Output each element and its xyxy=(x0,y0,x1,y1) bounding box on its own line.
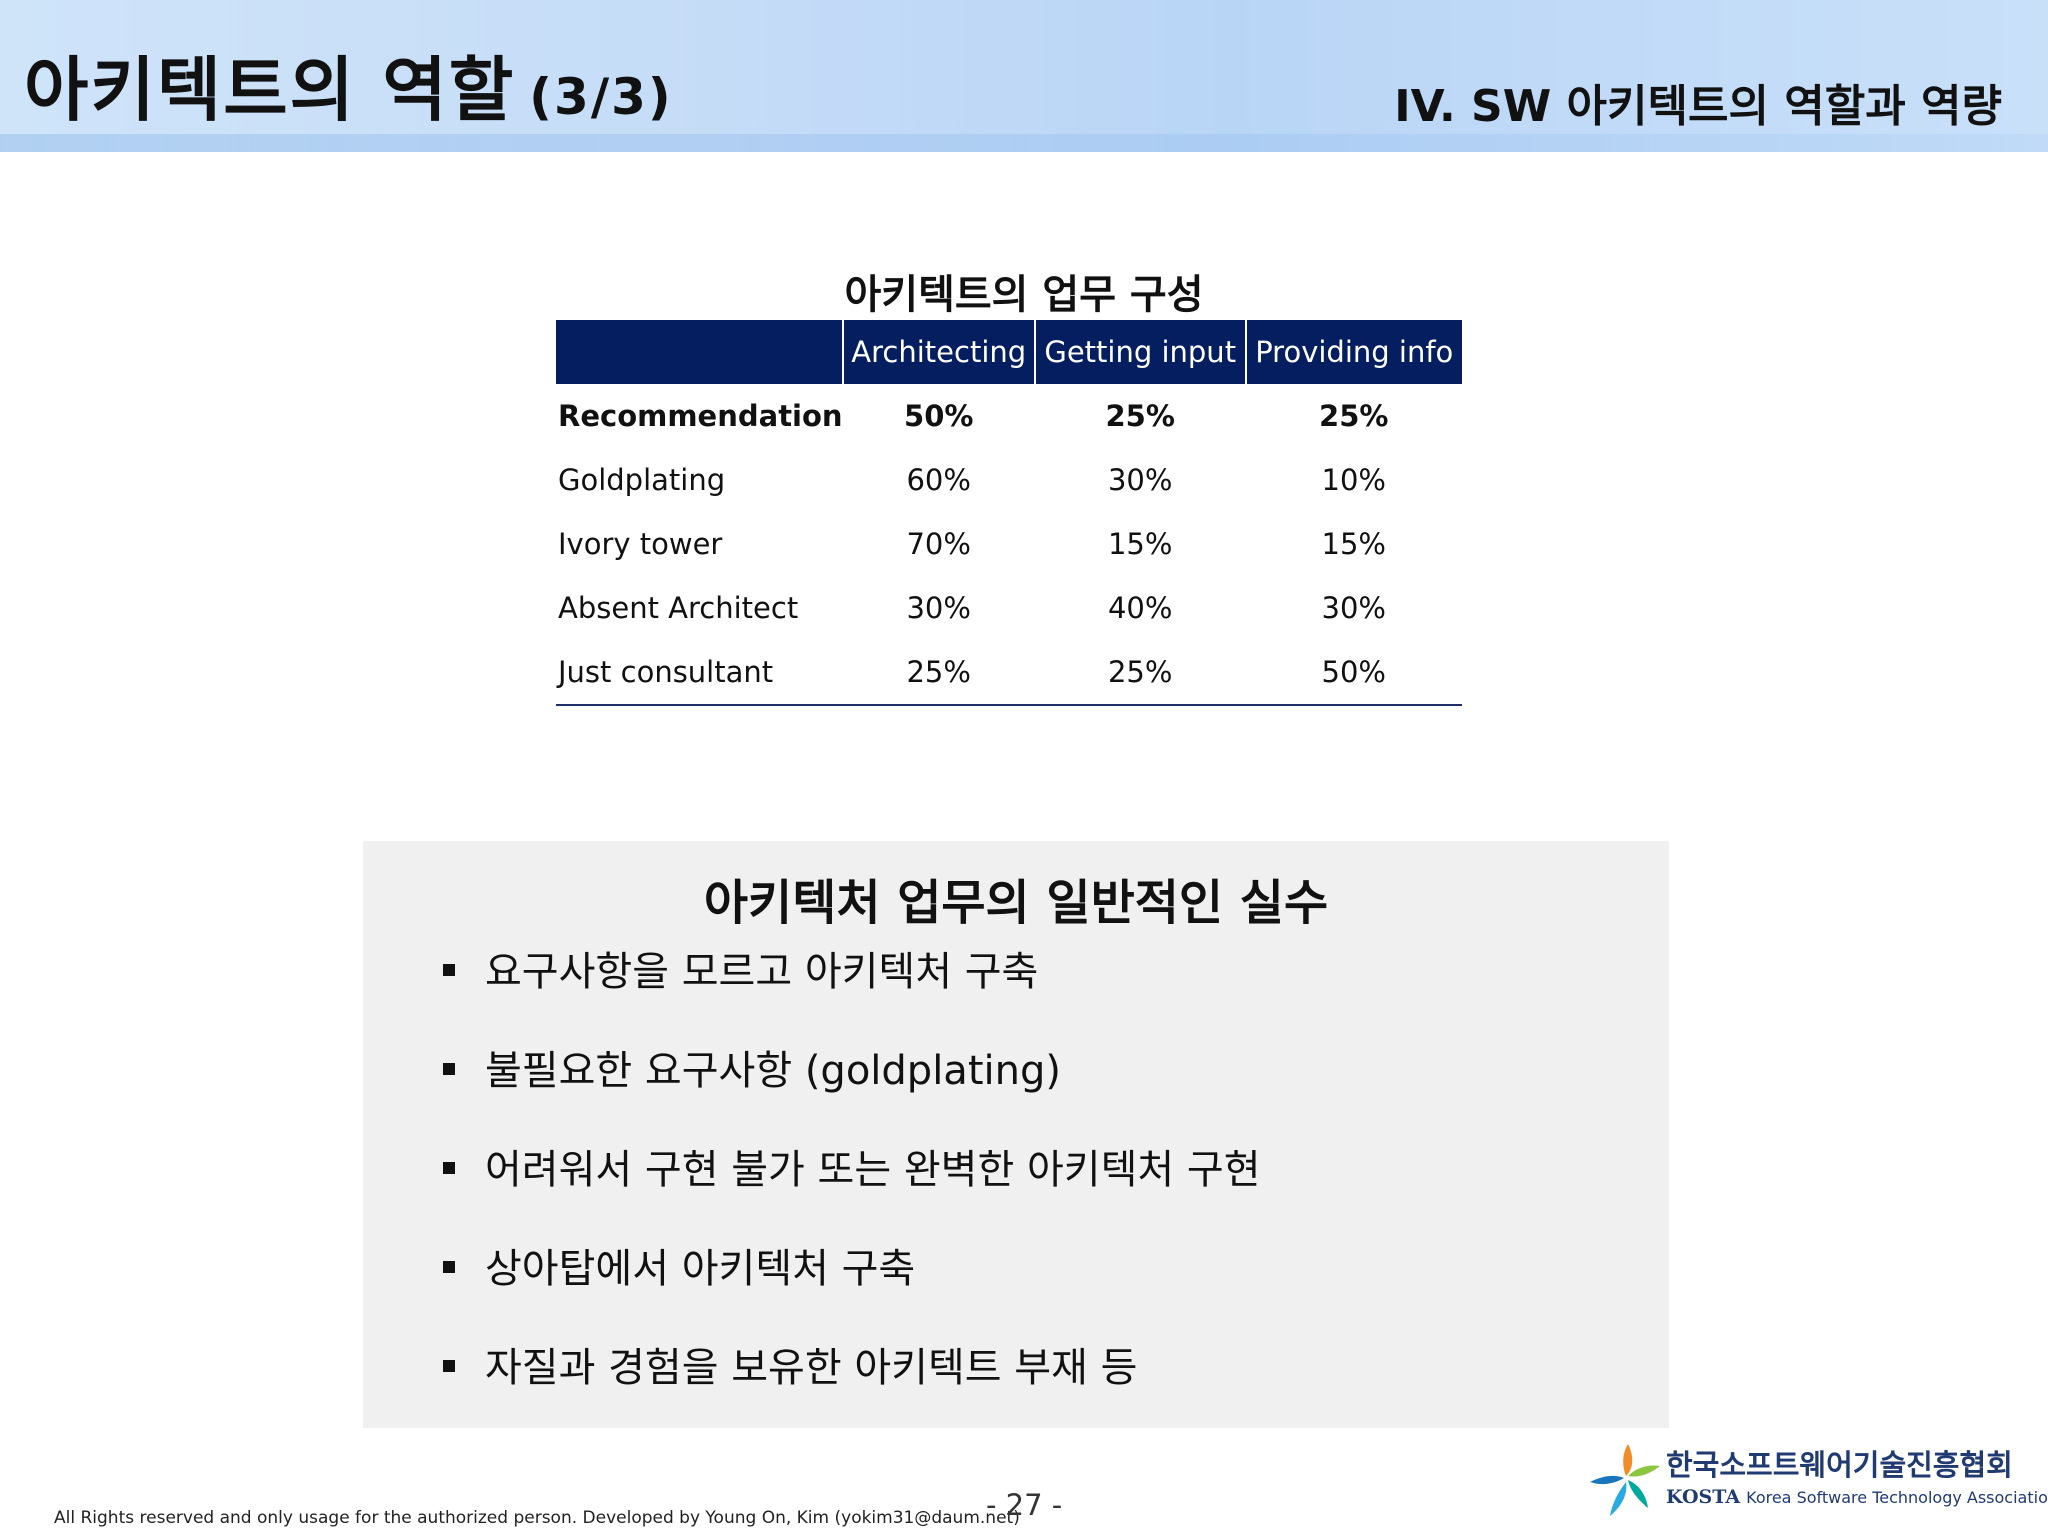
table-row: Absent Architect 30% 40% 30% xyxy=(556,576,1462,640)
table-cell: 50% xyxy=(904,399,974,433)
table-cell: 30% xyxy=(1321,591,1386,625)
table-row: Just consultant 25% 25% 50% xyxy=(556,640,1462,705)
row-label: Just consultant xyxy=(558,655,774,689)
logo-acronym: KOSTA xyxy=(1666,1486,1741,1508)
kosta-logo: 한국소프트웨어기술진흥협회 KOSTA Korea Software Techno… xyxy=(1588,1442,2048,1518)
slide-header: 아키텍트의 역할 (3/3) IV. SW 아키텍트의 역할과 역량 xyxy=(0,0,2048,152)
slide-title-number: (3/3) xyxy=(529,68,673,126)
square-bullet-icon xyxy=(443,1063,455,1075)
table-row: Recommendation 50% 25% 25% xyxy=(556,384,1462,448)
square-bullet-icon xyxy=(443,1162,455,1174)
list-item-text: 요구사항을 모르고 아키텍처 구축 xyxy=(485,949,1039,995)
list-item: 요구사항을 모르고 아키텍처 구축 xyxy=(443,947,1261,1046)
header-band xyxy=(0,134,2048,152)
column-header: Providing info xyxy=(1244,320,1462,384)
kosta-star-icon xyxy=(1590,1444,1660,1516)
column-header xyxy=(556,320,843,384)
table-header-row: Architecting Getting input Providing inf… xyxy=(556,320,1462,384)
list-item-text: 불필요한 요구사항 (goldplating) xyxy=(485,1048,1061,1094)
roles-table-title: 아키텍트의 업무 구성 xyxy=(844,272,1204,318)
list-item-text: 어려워서 구현 불가 또는 완벽한 아키텍처 구현 xyxy=(485,1147,1261,1193)
column-header: Getting input xyxy=(1033,320,1246,384)
table-cell: 60% xyxy=(906,463,971,497)
mistakes-title: 아키텍처 업무의 일반적인 실수 xyxy=(703,875,1329,931)
copyright-footer: All Rights reserved and only usage for t… xyxy=(54,1508,1020,1528)
list-item: 불필요한 요구사항 (goldplating) xyxy=(443,1046,1261,1145)
table-cell: 25% xyxy=(906,655,971,689)
list-item: 상아탑에서 아키텍처 구축 xyxy=(443,1244,1261,1343)
row-label: Recommendation xyxy=(558,399,843,433)
section-title: IV. SW 아키텍트의 역할과 역량 xyxy=(1394,81,2002,132)
row-label: Goldplating xyxy=(558,463,726,497)
table-cell: 50% xyxy=(1321,655,1386,689)
table-row: Ivory tower 70% 15% 15% xyxy=(556,512,1462,576)
logo-korean-name: 한국소프트웨어기술진흥협회 xyxy=(1666,1448,2013,1482)
table-cell: 40% xyxy=(1107,591,1173,625)
logo-english-text: Korea Software Technology Association xyxy=(1746,1488,2048,1507)
row-label: Ivory tower xyxy=(558,527,723,561)
square-bullet-icon xyxy=(443,1360,455,1372)
logo-english-name: KOSTA Korea Software Technology Associati… xyxy=(1666,1486,2048,1508)
table-row: Goldplating 60% 30% 10% xyxy=(556,448,1462,512)
mistakes-box: 아키텍처 업무의 일반적인 실수 요구사항을 모르고 아키텍처 구축 불필요한 … xyxy=(363,841,1669,1428)
slide-title: 아키텍트의 역할 (3/3) xyxy=(24,34,673,135)
table-cell: 30% xyxy=(1107,463,1173,497)
table-cell: 25% xyxy=(1319,399,1389,433)
table-cell: 10% xyxy=(1321,463,1386,497)
list-item: 어려워서 구현 불가 또는 완벽한 아키텍처 구현 xyxy=(443,1145,1261,1244)
table-cell: 15% xyxy=(1107,527,1173,561)
table-cell: 30% xyxy=(906,591,971,625)
table-cell: 15% xyxy=(1321,527,1386,561)
page-number: - 27 - xyxy=(986,1488,1063,1522)
list-item-text: 상아탑에서 아키텍처 구축 xyxy=(485,1246,916,1292)
row-label: Absent Architect xyxy=(558,591,799,625)
table-cell: 25% xyxy=(1105,399,1175,433)
table-cell: 70% xyxy=(906,527,971,561)
slide-title-text: 아키텍트의 역할 xyxy=(24,49,516,131)
table-cell: 25% xyxy=(1107,655,1173,689)
square-bullet-icon xyxy=(443,1261,455,1273)
square-bullet-icon xyxy=(443,964,455,976)
list-item: 자질과 경험을 보유한 아키텍트 부재 등 xyxy=(443,1343,1261,1442)
list-item-text: 자질과 경험을 보유한 아키텍트 부재 등 xyxy=(485,1345,1138,1391)
mistakes-list: 요구사항을 모르고 아키텍처 구축 불필요한 요구사항 (goldplating… xyxy=(443,947,1261,1442)
column-header: Architecting xyxy=(841,320,1035,384)
roles-table: Architecting Getting input Providing inf… xyxy=(556,320,1462,706)
